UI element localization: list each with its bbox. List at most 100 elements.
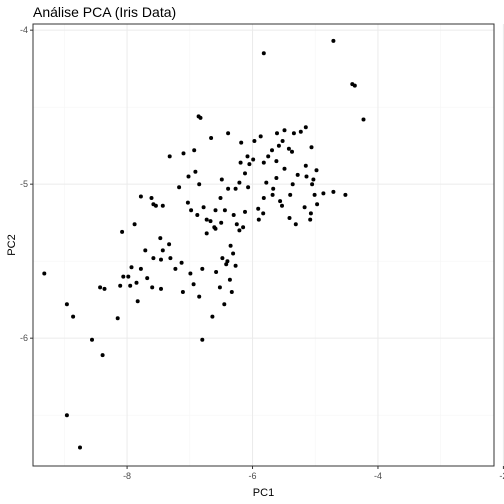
data-point [247,162,252,167]
data-point [233,186,238,191]
data-point [290,149,294,154]
data-point [210,314,215,319]
x-tick-label: -4 [374,471,382,481]
data-point [179,260,184,265]
x-tick-label: -6 [249,471,257,481]
data-point [266,154,271,159]
data-point [290,182,295,187]
data-point [214,270,219,274]
y-tick-label: -5 [20,179,28,189]
data-point [229,290,234,294]
data-point [219,220,224,225]
data-point [185,200,190,205]
data-point [308,217,313,222]
data-point [311,177,316,182]
data-point [160,203,165,208]
data-point [286,146,291,151]
y-tick-label: -4 [20,25,28,35]
data-point [282,128,287,133]
data-point [120,229,125,234]
data-point [193,169,198,174]
data-point [270,192,275,197]
data-point [256,206,261,211]
data-point [280,203,284,208]
data-point [222,302,227,307]
data-point [238,160,243,165]
data-point [298,129,303,134]
data-point [227,277,232,282]
data-point [261,196,266,200]
data-point [246,185,251,190]
data-point [78,445,82,450]
data-point [134,280,139,285]
data-point [331,189,336,194]
data-point [158,236,163,241]
data-point [309,145,314,150]
data-point [310,182,315,187]
data-point [321,191,326,196]
data-point [276,143,281,148]
data-point [270,148,274,153]
data-point [213,208,218,213]
data-point [237,180,242,185]
data-point [173,266,178,271]
data-point [258,134,263,139]
chart-title: Análise PCA (Iris Data) [33,4,176,20]
data-point [352,83,357,88]
data-point [102,286,107,291]
data-point [302,205,307,210]
data-point [234,222,239,227]
data-point [280,139,285,143]
data-point [288,192,293,197]
data-point [188,271,193,276]
data-point [218,196,223,200]
data-point [237,228,242,233]
data-point [153,203,158,208]
data-point [295,172,300,177]
data-point [209,136,214,140]
data-point [200,266,205,271]
data-point [315,202,320,207]
data-point [71,314,76,319]
data-point [143,248,148,253]
data-point [115,316,120,321]
data-point [231,251,236,256]
data-point [220,256,225,261]
data-point [160,248,165,253]
data-point [208,219,213,224]
data-point [200,337,205,342]
data-point [177,185,182,190]
data-point [129,265,134,270]
data-point [150,285,155,290]
data-point [243,209,247,214]
data-point [233,263,238,268]
data-point [291,131,296,136]
data-point [186,174,191,179]
data-point [343,192,348,197]
data-point [224,262,229,267]
axis-ticks: -8 -6 -4 -2 -6 -5 -4 [20,25,504,481]
data-point [204,231,209,236]
data-point [228,243,233,248]
data-point [138,194,143,199]
y-axis-title: PC2 [6,234,18,255]
data-point [213,226,218,231]
data-point [226,186,231,191]
data-point [204,217,209,222]
data-point [264,180,269,185]
x-tick-label: -8 [123,471,131,481]
x-tick-label: -2 [499,471,504,481]
data-point [261,160,266,165]
data-point [90,337,94,342]
data-point [222,208,227,213]
data-point [243,171,247,176]
data-point [231,213,236,217]
data-point [261,51,266,56]
data-point [192,148,197,153]
data-point [226,131,231,136]
data-point [149,196,154,200]
data-point [145,276,150,281]
data-point [201,205,206,210]
panel-border [32,23,495,467]
